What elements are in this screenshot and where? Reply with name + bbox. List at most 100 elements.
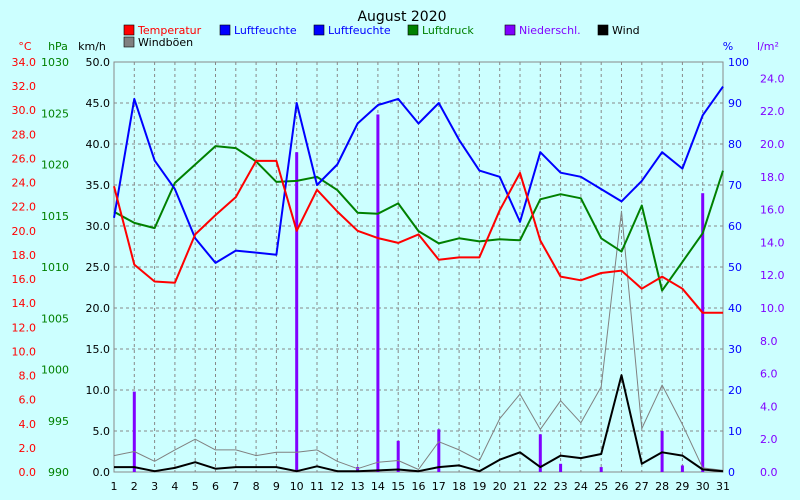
humidity-tick-label: 80 bbox=[728, 138, 742, 151]
humidity-tick-label: 20 bbox=[728, 384, 742, 397]
legend-label: Niederschl. bbox=[519, 24, 581, 37]
rain-tick-label: 2.0 bbox=[760, 433, 778, 446]
wind-tick-label: 5.0 bbox=[93, 425, 111, 438]
axes: 0.02.04.06.08.010.012.014.016.018.020.02… bbox=[12, 56, 785, 493]
humidity-line bbox=[113, 86, 724, 264]
pressure-tick-label: 1005 bbox=[41, 312, 69, 325]
rain-bar bbox=[680, 465, 684, 472]
day-tick-label: 8 bbox=[253, 480, 260, 493]
day-tick-label: 22 bbox=[533, 480, 547, 493]
temp-tick-label: 0.0 bbox=[19, 466, 37, 479]
humidity-tick-label: 50 bbox=[728, 261, 742, 274]
day-tick-label: 20 bbox=[493, 480, 507, 493]
day-tick-label: 13 bbox=[351, 480, 365, 493]
day-tick-label: 16 bbox=[412, 480, 426, 493]
day-tick-label: 27 bbox=[635, 480, 649, 493]
rain-tick-label: 4.0 bbox=[760, 400, 778, 413]
humidity-tick-label: 70 bbox=[728, 179, 742, 192]
rain-tick-label: 24.0 bbox=[760, 72, 785, 85]
legend-swatch bbox=[123, 36, 135, 48]
day-tick-label: 31 bbox=[716, 480, 730, 493]
humidity-tick-label: 90 bbox=[728, 97, 742, 110]
wind-tick-label: 50.0 bbox=[86, 56, 111, 69]
wind-tick-label: 30.0 bbox=[86, 220, 111, 233]
day-tick-label: 24 bbox=[574, 480, 588, 493]
axis-units: °C hPa km/h% l/m² bbox=[18, 40, 779, 53]
grid bbox=[113, 61, 724, 473]
day-tick-label: 9 bbox=[273, 480, 280, 493]
humidity-tick-label: 30 bbox=[728, 343, 742, 356]
day-tick-label: 28 bbox=[655, 480, 669, 493]
temp-tick-label: 18.0 bbox=[12, 249, 37, 262]
day-tick-label: 23 bbox=[554, 480, 568, 493]
day-tick-label: 19 bbox=[472, 480, 486, 493]
wind-tick-label: 15.0 bbox=[86, 343, 111, 356]
temp-tick-label: 8.0 bbox=[19, 370, 37, 383]
temp-tick-label: 22.0 bbox=[12, 201, 37, 214]
legend: Temperatur Luftfeuchte Luftfeuchte Luftdruc… bbox=[123, 24, 640, 49]
humidity-tick-label: 40 bbox=[728, 302, 742, 315]
humidity-tick-label: 10 bbox=[728, 425, 742, 438]
temp-tick-label: 28.0 bbox=[12, 128, 37, 141]
rain-tick-label: 12.0 bbox=[760, 269, 785, 282]
wind-tick-label: 25.0 bbox=[86, 261, 111, 274]
rain-bar bbox=[437, 429, 441, 472]
day-tick-label: 29 bbox=[675, 480, 689, 493]
temp-tick-label: 26.0 bbox=[12, 152, 37, 165]
day-tick-label: 26 bbox=[615, 480, 629, 493]
temp-tick-label: 12.0 bbox=[12, 321, 37, 334]
legend-swatch bbox=[219, 24, 231, 36]
rain-tick-label: 22.0 bbox=[760, 105, 785, 118]
humidity-tick-label: 100 bbox=[728, 56, 749, 69]
day-tick-label: 18 bbox=[452, 480, 466, 493]
day-tick-label: 14 bbox=[371, 480, 385, 493]
day-tick-label: 10 bbox=[290, 480, 304, 493]
rain-bar bbox=[132, 391, 136, 472]
wind-tick-label: 10.0 bbox=[86, 384, 111, 397]
temp-tick-label: 24.0 bbox=[12, 177, 37, 190]
gusts-line bbox=[113, 210, 724, 471]
legend-swatch bbox=[313, 24, 325, 36]
legend-label: Windböen bbox=[138, 36, 193, 49]
pressure-tick-label: 1020 bbox=[41, 159, 69, 172]
pressure-tick-label: 1030 bbox=[41, 56, 69, 69]
temp-tick-label: 16.0 bbox=[12, 273, 37, 286]
rain-bar bbox=[701, 193, 705, 472]
rain-bar bbox=[538, 434, 542, 472]
day-tick-label: 12 bbox=[330, 480, 344, 493]
day-tick-label: 17 bbox=[432, 480, 446, 493]
day-tick-label: 21 bbox=[513, 480, 527, 493]
rain-bar bbox=[599, 467, 603, 472]
wind-tick-label: 40.0 bbox=[86, 138, 111, 151]
legend-label: Wind bbox=[612, 24, 640, 37]
temp-tick-label: 14.0 bbox=[12, 297, 37, 310]
series-lines bbox=[113, 86, 724, 473]
pressure-tick-label: 1010 bbox=[41, 261, 69, 274]
legend-label: Luftdruck bbox=[422, 24, 474, 37]
temp-tick-label: 32.0 bbox=[12, 80, 37, 93]
rain-tick-label: 6.0 bbox=[760, 368, 778, 381]
temp-tick-label: 20.0 bbox=[12, 225, 37, 238]
wind-line bbox=[114, 374, 724, 473]
axis-unit-label: hPa bbox=[48, 40, 68, 53]
day-tick-label: 7 bbox=[232, 480, 239, 493]
day-tick-label: 30 bbox=[696, 480, 710, 493]
day-tick-label: 15 bbox=[391, 480, 405, 493]
rain-tick-label: 20.0 bbox=[760, 138, 785, 151]
wind-tick-label: 45.0 bbox=[86, 97, 111, 110]
rain-bar bbox=[356, 467, 360, 472]
pressure-line bbox=[113, 145, 724, 292]
rain-tick-label: 18.0 bbox=[760, 171, 785, 184]
rain-bar bbox=[559, 463, 563, 472]
legend-swatch bbox=[597, 24, 609, 36]
axis-unit-label: l/m² bbox=[757, 40, 779, 53]
pressure-tick-label: 990 bbox=[48, 466, 69, 479]
wind-tick-label: 35.0 bbox=[86, 179, 111, 192]
wind-tick-label: 0.0 bbox=[93, 466, 111, 479]
temp-tick-label: 2.0 bbox=[19, 442, 37, 455]
pressure-tick-label: 1000 bbox=[41, 364, 69, 377]
day-tick-label: 1 bbox=[111, 480, 118, 493]
rain-bar bbox=[376, 114, 380, 472]
rain-bar bbox=[295, 152, 299, 472]
